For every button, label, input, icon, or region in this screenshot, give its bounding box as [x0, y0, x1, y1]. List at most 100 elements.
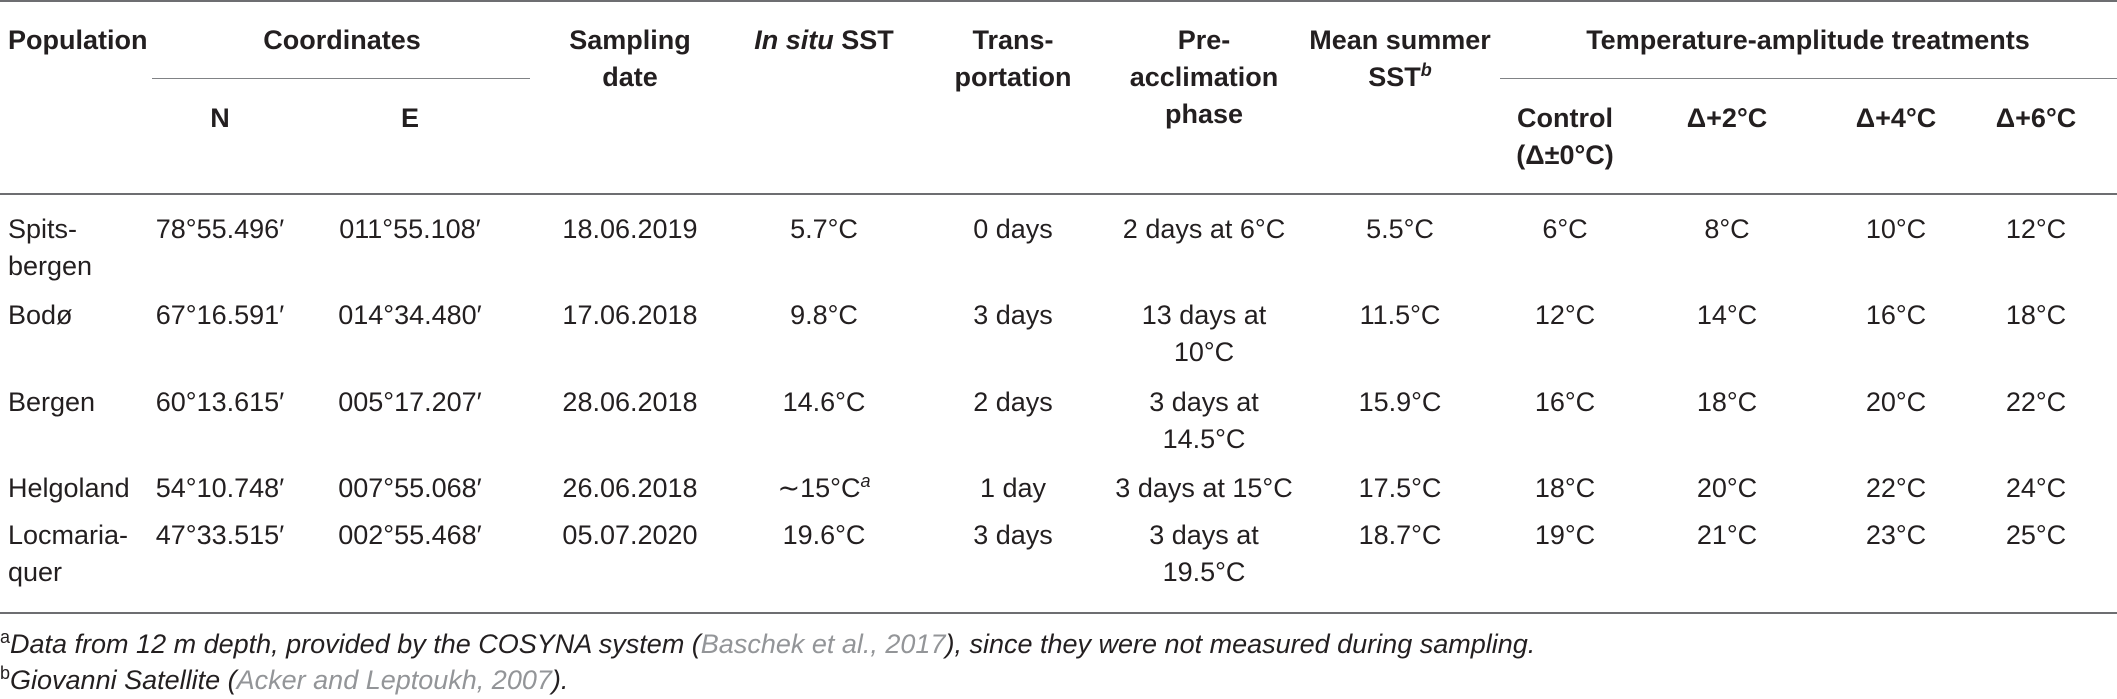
cell-insitu-value: 5.7°C: [790, 214, 858, 244]
header-insitu-sst: In situ SST: [754, 22, 894, 59]
cell-d2-value: 14°C: [1696, 300, 1758, 330]
cell-d4-value: 20°C: [1865, 387, 1927, 417]
cell-insitu: 9.8°C: [790, 297, 858, 334]
cell-d4-value: 22°C: [1865, 473, 1927, 503]
header-control: Control (Δ±0°C): [1516, 100, 1614, 174]
cell-mean: 15.9°C: [1359, 384, 1442, 421]
cell-preacc-line: 3 days at: [1149, 520, 1259, 550]
cell-transport-value: 3 days: [973, 300, 1053, 330]
cell-insitu: 14.6°C: [783, 384, 866, 421]
cell-d6-value: 12°C: [2005, 214, 2067, 244]
cell-preacc: 2 days at 6°C: [1123, 211, 1285, 248]
cell-control-value: 6°C: [1542, 214, 1588, 244]
cell-mean-value: 18.7°C: [1358, 520, 1442, 550]
cell-e: 005°17.207′: [338, 384, 482, 421]
cell-d6-value: 22°C: [2005, 387, 2067, 417]
cell-date-value: 26.06.2018: [562, 473, 698, 503]
cell-population: Spits-bergen: [8, 211, 92, 285]
cell-population-line: Bodø: [8, 300, 73, 330]
coordinates-underline: [152, 78, 530, 79]
cell-n: 67°16.591′: [156, 297, 284, 334]
cell-e-value: 011°55.108′: [339, 214, 481, 244]
cell-e: 014°34.480′: [338, 297, 482, 334]
footnote-b-citation[interactable]: Acker and Leptoukh, 2007: [236, 665, 552, 695]
cell-insitu-value: 9.8°C: [790, 300, 858, 330]
cell-date-value: 17.06.2018: [562, 300, 698, 330]
cell-d6-value: 18°C: [2005, 300, 2067, 330]
cell-d4: 23°C: [1866, 517, 1926, 554]
table-bottom-rule: [0, 612, 2117, 614]
cell-preacc-line: 3 days at 15°C: [1115, 473, 1293, 503]
cell-transport: 2 days: [973, 384, 1053, 421]
cell-d2-value: 8°C: [1704, 214, 1750, 244]
cell-d6-value: 25°C: [2005, 520, 2067, 550]
cell-transport-value: 0 days: [973, 214, 1053, 244]
cell-population: Bodø: [8, 297, 73, 334]
header-preacclimation-line1: Pre-: [1177, 25, 1231, 55]
cell-control: 12°C: [1535, 297, 1595, 334]
header-transportation-line1: Trans-: [972, 25, 1054, 55]
cell-mean-value: 15.9°C: [1358, 387, 1442, 417]
header-sampling-date-line1: Sampling: [569, 25, 691, 55]
cell-d6-value: 24°C: [2005, 473, 2067, 503]
footnote-a-citation[interactable]: Baschek et al., 2017: [700, 629, 946, 659]
cell-date-value: 28.06.2018: [562, 387, 698, 417]
cell-transport: 0 days: [973, 211, 1053, 248]
cell-mean: 18.7°C: [1359, 517, 1442, 554]
cell-preacc: 3 days at 14.5°C: [1149, 384, 1259, 458]
header-sampling-date-line2: date: [602, 62, 658, 92]
cell-transport: 1 day: [980, 470, 1046, 507]
header-insitu-italic: In situ: [754, 25, 834, 55]
cell-insitu-value: 19.6°C: [782, 520, 866, 550]
header-e: E: [400, 103, 420, 133]
cell-d2: 21°C: [1697, 517, 1757, 554]
cell-n-value: 60°13.615′: [155, 387, 285, 417]
header-transportation-line2: portation: [954, 62, 1072, 92]
treatments-underline: [1500, 78, 2117, 79]
cell-d2-value: 21°C: [1696, 520, 1758, 550]
cell-e-value: 002°55.468′: [338, 520, 482, 550]
header-mean-summer-sst: Mean summer SSTb: [1309, 22, 1491, 96]
cell-population-line: Bergen: [8, 387, 96, 417]
cell-insitu-value: 14.6°C: [782, 387, 866, 417]
cell-mean: 11.5°C: [1360, 297, 1441, 334]
cell-e-value: 007°55.068′: [338, 473, 482, 503]
cell-mean: 5.5°C: [1366, 211, 1434, 248]
cell-d6: 12°C: [2006, 211, 2066, 248]
cell-d4: 20°C: [1866, 384, 1926, 421]
header-mean-summer-line1: Mean summer: [1309, 25, 1491, 55]
cell-d6: 24°C: [2006, 470, 2066, 507]
header-delta4: Δ+4°C: [1855, 103, 1937, 133]
cell-control-value: 16°C: [1534, 387, 1596, 417]
cell-insitu: ∼15°Ca: [778, 470, 871, 507]
cell-control: 18°C: [1535, 470, 1595, 507]
cell-preacc-line: 10°C: [1173, 337, 1235, 367]
cell-date-value: 05.07.2020: [562, 520, 698, 550]
cell-d4-value: 23°C: [1865, 520, 1927, 550]
cell-preacc-line: 13 days at: [1141, 300, 1267, 330]
top-rule: [0, 0, 2117, 2]
cell-preacc-line: 3 days at: [1149, 387, 1259, 417]
footnote-b-text-before: Giovanni Satellite (: [10, 665, 237, 695]
header-preacclimation-line2: acclimation: [1129, 62, 1279, 92]
cell-d4: 22°C: [1866, 470, 1926, 507]
header-mean-summer-footnote-marker: b: [1420, 60, 1432, 80]
cell-footnote-marker: a: [860, 471, 871, 491]
cell-e-value: 014°34.480′: [338, 300, 482, 330]
header-mean-summer-line2: SST: [1368, 62, 1421, 92]
cell-date: 17.06.2018: [562, 297, 697, 334]
cell-preacc: 3 days at 15°C: [1115, 470, 1292, 507]
cell-d2-value: 18°C: [1696, 387, 1758, 417]
cell-d6: 22°C: [2006, 384, 2066, 421]
header-coordinates: Coordinates: [263, 25, 421, 55]
cell-date: 18.06.2019: [562, 211, 697, 248]
cell-population-line: bergen: [8, 251, 93, 281]
cell-control-value: 18°C: [1534, 473, 1596, 503]
cell-d2: 18°C: [1697, 384, 1757, 421]
header-sampling-date: Sampling date: [569, 22, 691, 96]
header-preacclimation: Pre- acclimation phase: [1130, 22, 1279, 133]
cell-d2: 20°C: [1697, 470, 1757, 507]
cell-d2: 8°C: [1704, 211, 1749, 248]
footnote-a: aData from 12 m depth, provided by the C…: [0, 626, 1535, 662]
cell-control: 16°C: [1535, 384, 1595, 421]
